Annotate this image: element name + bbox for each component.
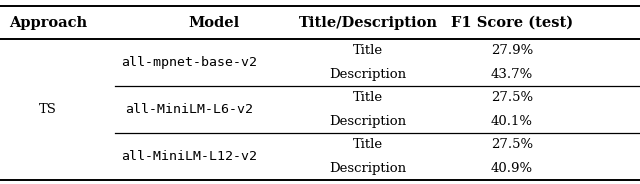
Text: all-MiniLM-L12-v2: all-MiniLM-L12-v2 xyxy=(121,150,257,163)
Text: Approach: Approach xyxy=(9,16,87,30)
Text: Model: Model xyxy=(189,16,240,30)
Text: 43.7%: 43.7% xyxy=(491,68,533,81)
Text: Title: Title xyxy=(353,138,383,151)
Text: 40.9%: 40.9% xyxy=(491,162,533,175)
Text: TS: TS xyxy=(39,103,57,116)
Text: Description: Description xyxy=(330,68,406,81)
Text: 27.5%: 27.5% xyxy=(491,91,533,104)
Text: Title/Description: Title/Description xyxy=(298,16,438,30)
Text: Title: Title xyxy=(353,91,383,104)
Text: 27.9%: 27.9% xyxy=(491,44,533,57)
Text: 27.5%: 27.5% xyxy=(491,138,533,151)
Text: 40.1%: 40.1% xyxy=(491,115,533,128)
Text: Description: Description xyxy=(330,115,406,128)
Text: Description: Description xyxy=(330,162,406,175)
Text: F1 Score (test): F1 Score (test) xyxy=(451,16,573,30)
Text: all-mpnet-base-v2: all-mpnet-base-v2 xyxy=(121,56,257,69)
Text: Title: Title xyxy=(353,44,383,57)
Text: all-MiniLM-L6-v2: all-MiniLM-L6-v2 xyxy=(125,103,253,116)
